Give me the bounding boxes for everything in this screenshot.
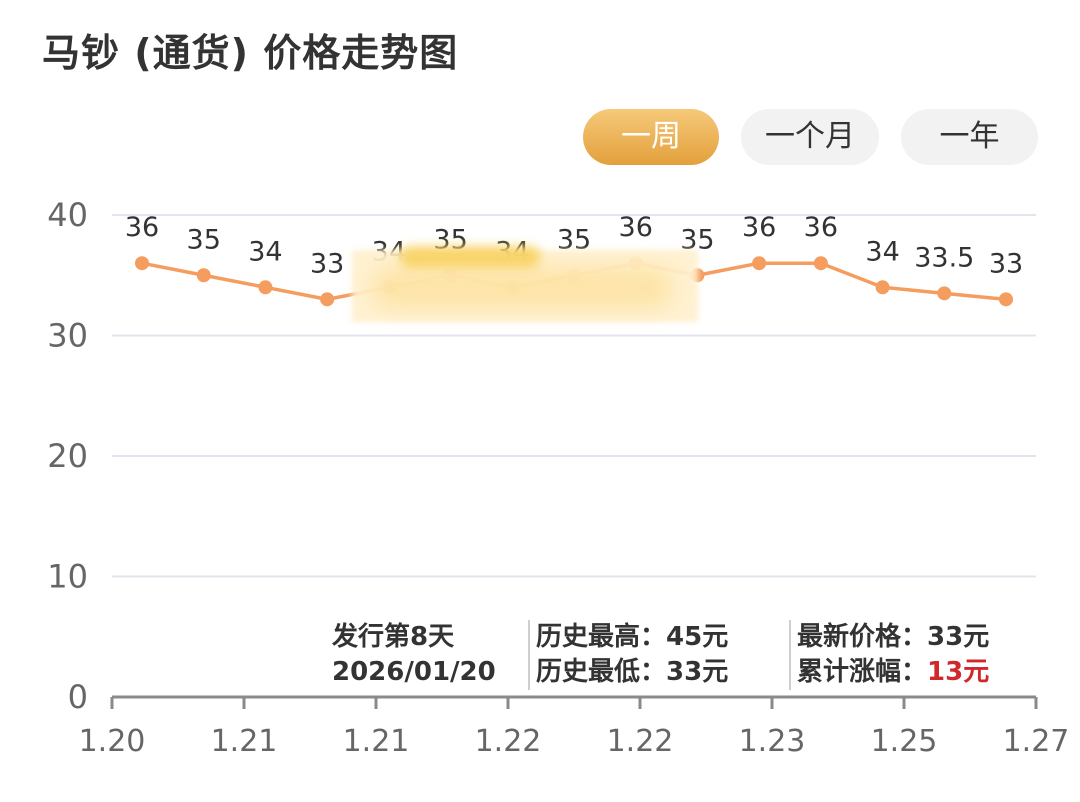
x-tick-label: 1.20 [79, 724, 146, 759]
data-point [258, 280, 273, 295]
hist-low-label: 历史最低： [536, 657, 667, 687]
y-tick-label: 30 [47, 317, 88, 355]
data-point [196, 268, 211, 283]
latest-price-value: 33元 [927, 622, 990, 652]
data-label: 36 [742, 212, 776, 243]
y-tick-label: 40 [47, 196, 88, 234]
hist-low-value: 33元 [666, 657, 729, 687]
data-label: 35 [187, 224, 221, 255]
x-tick-label: 1.21 [211, 724, 278, 759]
issue-days: 发行第8天 [332, 622, 455, 652]
tab-week[interactable]: 一周 [583, 109, 719, 165]
period-tabs: 一周 一个月 一年 [0, 109, 1080, 165]
x-tick-label: 1.27 [1003, 724, 1070, 759]
hist-high-value: 45元 [666, 622, 729, 652]
redacted-glow [372, 268, 672, 308]
tab-year[interactable]: 一年 [901, 109, 1038, 165]
data-label: 34 [865, 236, 899, 267]
data-point [875, 280, 890, 295]
data-label: 36 [125, 212, 159, 243]
page-title: 马钞 (通货) 价格走势图 [42, 31, 459, 75]
info-divider [789, 620, 791, 690]
info-divider [528, 620, 530, 690]
history-info: 历史最高：45元 历史最低：33元 [536, 620, 728, 690]
x-tick-label: 1.25 [871, 724, 938, 759]
tab-month[interactable]: 一个月 [741, 109, 879, 165]
cumulative-rise-label: 累计涨幅： [797, 657, 928, 687]
hist-high-label: 历史最高： [536, 622, 667, 652]
data-point [813, 256, 828, 271]
x-tick-label: 1.22 [475, 724, 542, 759]
data-point [135, 256, 149, 271]
y-tick-label: 20 [47, 437, 88, 475]
data-label: 36 [804, 212, 838, 243]
data-label: 33 [989, 248, 1023, 279]
latest-price-label: 最新价格： [797, 622, 928, 652]
x-tick-label: 1.23 [739, 724, 806, 759]
cumulative-rise-value: 13元 [927, 657, 990, 687]
x-tick-label: 1.22 [607, 724, 674, 759]
data-point [752, 256, 767, 271]
redacted-glow-highlight [400, 246, 540, 268]
x-tick-label: 1.21 [343, 724, 410, 759]
data-label: 34 [248, 236, 282, 267]
data-label: 36 [619, 212, 653, 243]
data-label: 33.5 [914, 242, 974, 273]
data-point [937, 286, 952, 301]
data-point [320, 292, 335, 307]
data-point [999, 292, 1013, 307]
latest-info: 最新价格：33元 累计涨幅：13元 [797, 620, 989, 690]
data-label: 33 [310, 248, 344, 279]
issue-info: 发行第8天 2026/01/20 [332, 620, 496, 690]
y-tick-label: 10 [47, 558, 88, 596]
issue-date: 2026/01/20 [332, 657, 496, 687]
y-tick-label: 0 [68, 678, 88, 716]
